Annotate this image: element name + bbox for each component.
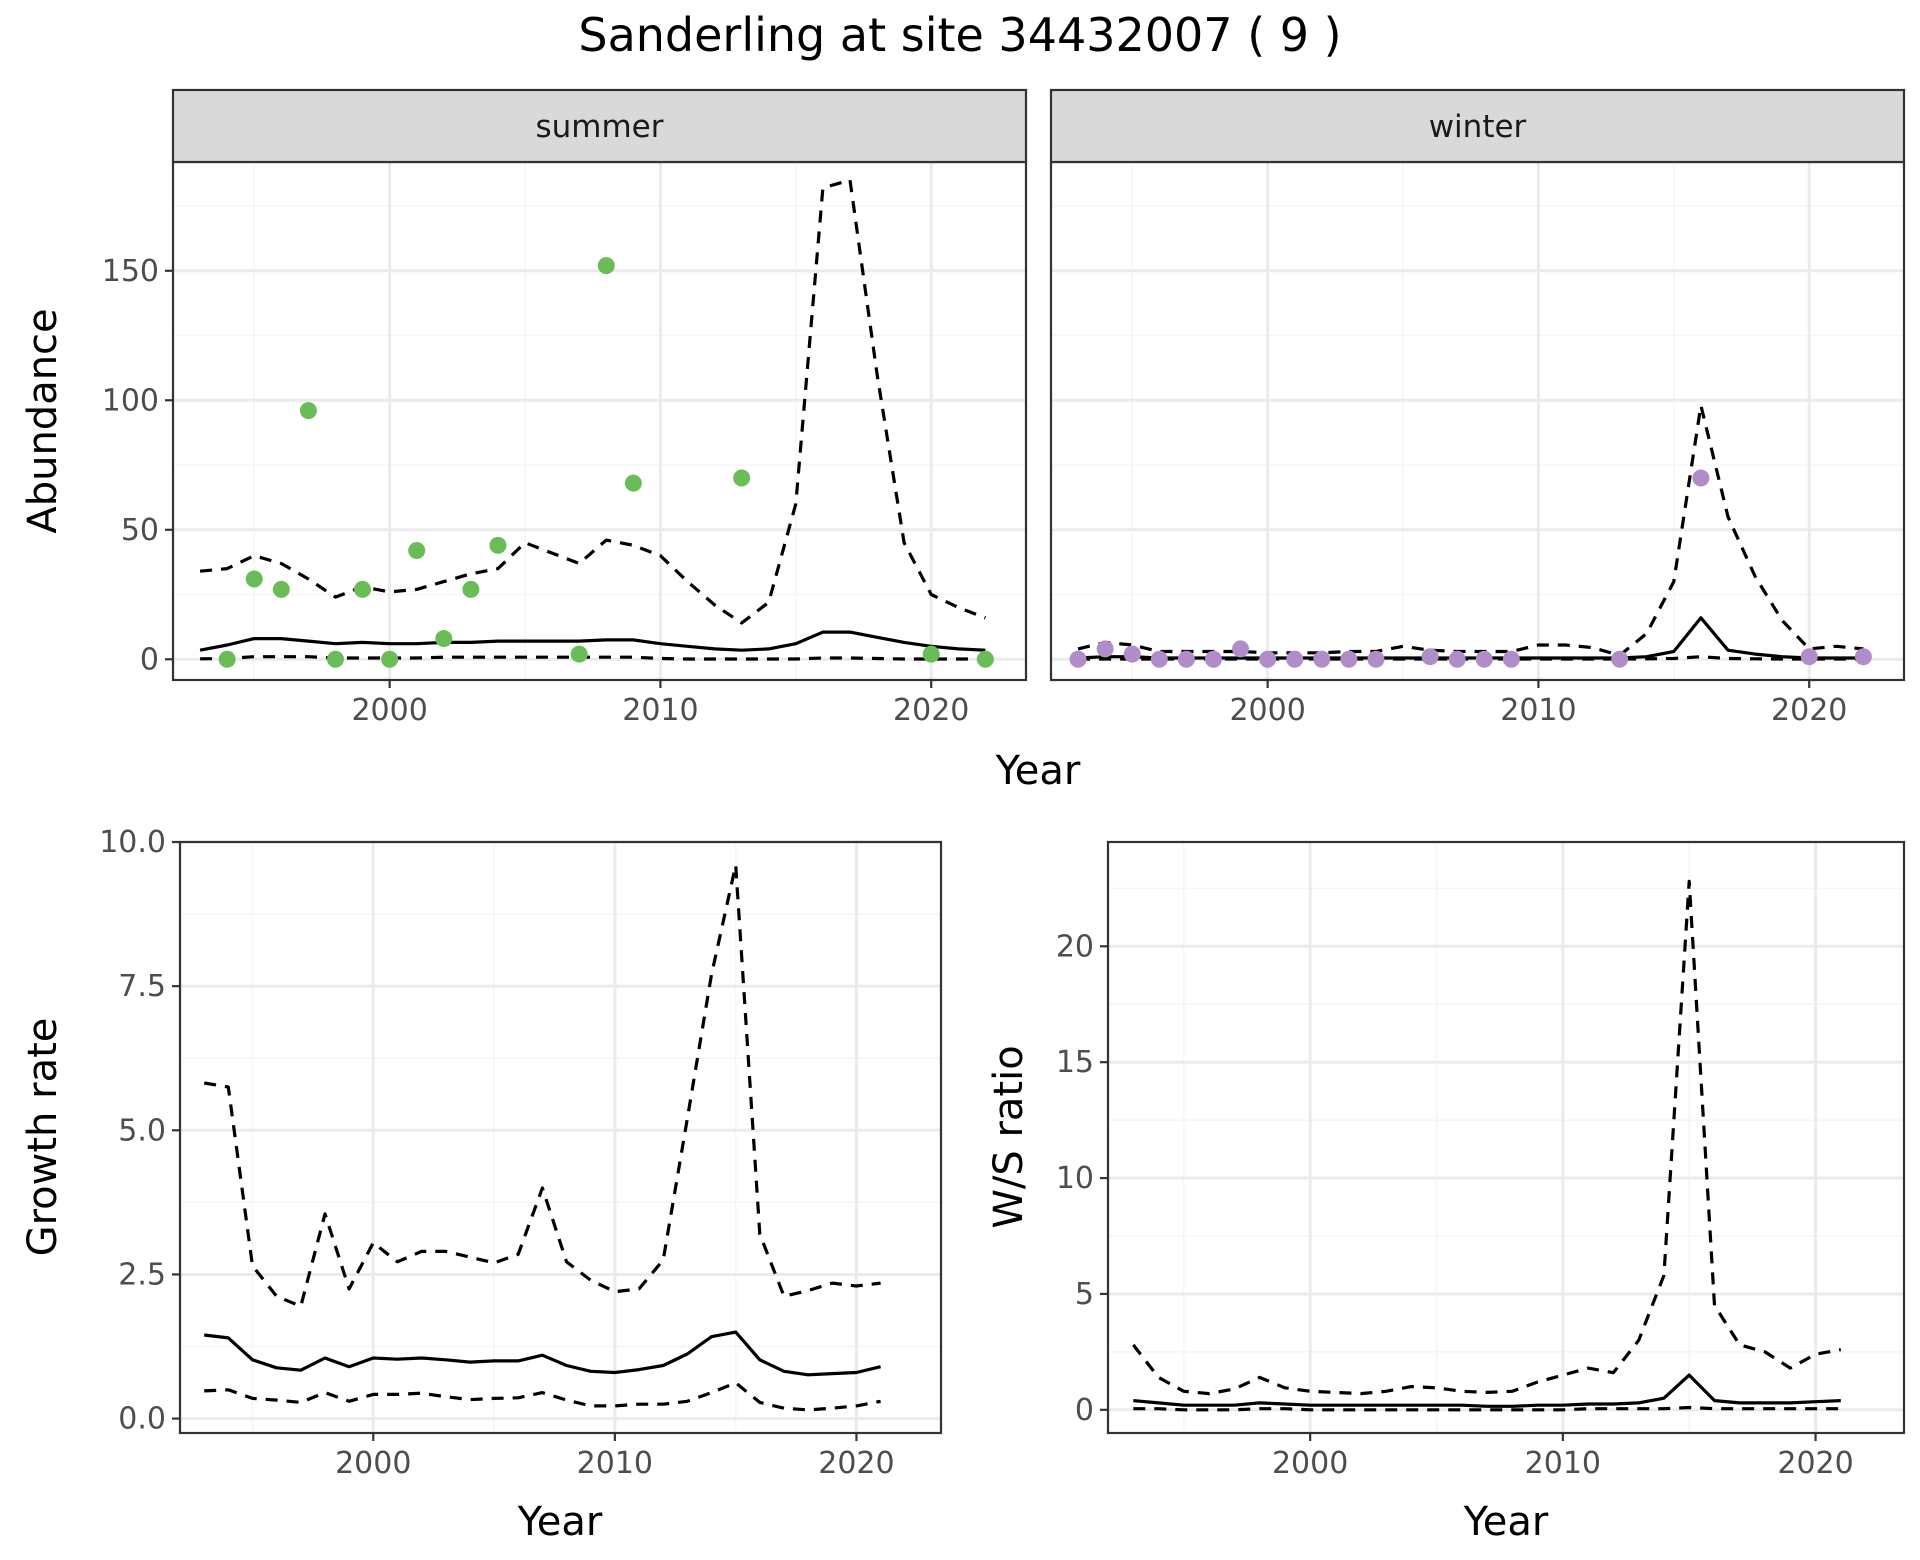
data-point: [381, 650, 399, 668]
data-point: [1177, 650, 1195, 668]
data-point: [1150, 650, 1168, 668]
panel-plot-2: [172, 840, 943, 1441]
y-tick-label: 0.0: [118, 1402, 166, 1437]
y-tick-label: 10.0: [99, 825, 166, 860]
series-line-median: [199, 630, 986, 652]
data-point: [1232, 640, 1250, 658]
panel-summer: [165, 88, 1028, 688]
plot-area: [173, 162, 1026, 680]
y-tick-label: 20: [1056, 929, 1094, 964]
data-point: [1123, 645, 1141, 663]
data-point: [733, 469, 751, 487]
y-tick-label: 0: [1075, 1393, 1094, 1428]
series-line-upper: [203, 863, 881, 1308]
data-point: [299, 402, 317, 420]
x-tick-label: 2000: [1229, 693, 1305, 728]
y-tick-label: 15: [1056, 1045, 1094, 1080]
data-point: [1854, 648, 1872, 666]
plot-area: [1051, 162, 1904, 680]
plot-area: [1108, 842, 1904, 1433]
series-line-lower: [204, 1381, 881, 1412]
panel-plot-3: [1100, 840, 1906, 1441]
panel-border: [178, 840, 943, 1435]
data-point: [489, 536, 507, 554]
y-axis-title: W/S ratio: [986, 1045, 1032, 1228]
panel-border: [1106, 840, 1906, 1435]
x-tick-label: 2020: [1771, 693, 1847, 728]
data-point: [1204, 650, 1222, 668]
x-tick-label: 2020: [893, 693, 969, 728]
x-tick-label: 2020: [1777, 1446, 1853, 1481]
y-tick-label: 7.5: [118, 969, 166, 1004]
x-tick-label: 2020: [818, 1446, 894, 1481]
data-point: [1367, 650, 1385, 668]
x-tick-label: 2000: [335, 1446, 411, 1481]
data-point: [272, 580, 290, 598]
data-point: [1286, 650, 1304, 668]
y-tick-label: 2.5: [118, 1257, 166, 1292]
facet-strip: [1049, 88, 1906, 164]
y-tick-label: 150: [102, 254, 159, 289]
y-tick-label: 50: [121, 513, 159, 548]
data-point: [245, 570, 263, 588]
data-point: [435, 630, 453, 648]
y-tick-label: 5: [1075, 1277, 1094, 1312]
y-tick-label: 0: [140, 642, 159, 677]
data-point: [1611, 650, 1629, 668]
y-axis-title: Abundance: [20, 308, 66, 533]
data-point: [1475, 650, 1493, 668]
data-point: [1800, 648, 1818, 666]
facet-strip-label: summer: [535, 109, 663, 145]
data-point: [1502, 650, 1520, 668]
y-tick-label: 10: [1056, 1161, 1094, 1196]
data-point: [1259, 650, 1277, 668]
x-tick-label: 2000: [351, 693, 427, 728]
x-tick-label: 2010: [577, 1446, 653, 1481]
data-point: [1096, 640, 1114, 658]
data-point: [624, 474, 642, 492]
x-axis-title: Year: [1463, 1499, 1549, 1545]
y-tick-label: 5.0: [118, 1113, 166, 1148]
series-line-upper: [1132, 879, 1842, 1396]
data-point: [922, 645, 940, 663]
y-tick-label: 100: [102, 383, 159, 418]
series-line-upper: [199, 178, 986, 625]
x-axis-title: Year: [995, 748, 1081, 794]
series-line-median: [1133, 1373, 1841, 1408]
x-tick-label: 2000: [1272, 1446, 1348, 1481]
data-point: [597, 257, 615, 275]
data-point: [570, 645, 588, 663]
x-tick-label: 2010: [1525, 1446, 1601, 1481]
x-axis-title: Year: [517, 1499, 603, 1545]
data-point: [354, 580, 372, 598]
data-point: [1069, 650, 1087, 668]
data-point: [462, 580, 480, 598]
data-point: [1448, 650, 1466, 668]
y-axis-title: Growth rate: [20, 1018, 66, 1257]
data-point: [976, 650, 994, 668]
facet-strip-label: winter: [1429, 109, 1527, 145]
panel-winter: [1049, 88, 1906, 688]
figure-title: Sanderling at site 34432007 ( 9 ): [578, 8, 1342, 62]
series-line-median: [204, 1330, 881, 1377]
x-tick-label: 2010: [1500, 693, 1576, 728]
series-line-lower: [1133, 1405, 1841, 1412]
data-point: [1421, 648, 1439, 666]
facet-strip: [171, 88, 1028, 164]
data-point: [1340, 650, 1358, 668]
data-point: [326, 650, 344, 668]
data-point: [1313, 650, 1331, 668]
data-point: [1692, 469, 1710, 487]
x-tick-label: 2010: [622, 693, 698, 728]
plot-area: [180, 842, 941, 1433]
data-point: [408, 542, 426, 559]
data-point: [218, 650, 236, 668]
series-line-upper: [1077, 403, 1864, 657]
